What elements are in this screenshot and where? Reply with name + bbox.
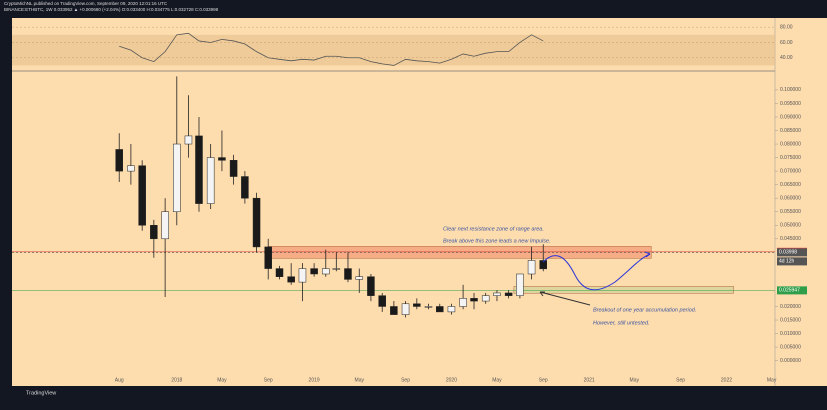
x-tick-label: Sep	[264, 377, 273, 383]
rsi-tick-label: 60.00	[780, 40, 793, 46]
candle-body	[332, 268, 341, 270]
projection	[542, 253, 651, 291]
header-line2: BINANCE:ETHBTC, 1W 0.033952 ▲ +0.000680 …	[4, 7, 219, 12]
candle-body	[150, 225, 158, 240]
x-tick-label: 2022	[721, 377, 732, 383]
rsi-tick-label: 40.00	[780, 55, 793, 61]
zone	[513, 286, 734, 294]
candle-body	[264, 246, 272, 269]
rsi-tick-label: 80.00	[780, 25, 793, 31]
candle-body	[539, 260, 547, 270]
countdown-tag	[777, 257, 807, 266]
x-tick-label: 2020	[446, 377, 457, 383]
candle-body	[173, 143, 181, 212]
x-tick-label: May	[355, 377, 365, 383]
y-tick-label: 0.055000	[780, 209, 801, 215]
candle-body	[459, 298, 467, 307]
level-label: 0.025947	[779, 288, 800, 294]
candle-body	[436, 306, 444, 313]
candle-body	[241, 176, 249, 199]
candle-body	[138, 165, 146, 226]
level-tag	[777, 248, 807, 257]
pointer-arrow	[539, 291, 591, 306]
candle-body	[378, 295, 386, 307]
candle-body	[229, 160, 238, 177]
candle-body	[344, 268, 352, 280]
level-tag	[777, 286, 807, 295]
y-tick-label: 0.075000	[780, 155, 801, 161]
y-tick-label: 0.100000	[780, 87, 801, 93]
candle-body	[287, 276, 295, 283]
x-tick-label: May	[492, 377, 502, 383]
annotation: However, still untested.	[593, 320, 650, 326]
level-label: 0.03998	[779, 250, 797, 256]
projection-arrow	[644, 251, 651, 258]
candle-body	[275, 268, 284, 277]
x-tick-label: May	[217, 377, 227, 383]
y-tick-label: 0.050000	[780, 223, 801, 229]
candle-body	[355, 276, 364, 280]
y-tick-label: 0.080000	[780, 141, 801, 147]
candle-body	[516, 273, 524, 296]
x-tick-label: 2021	[584, 377, 595, 383]
candle-body	[401, 303, 410, 315]
candle-body	[184, 135, 193, 145]
candle-body	[413, 303, 421, 307]
candle-body	[195, 135, 203, 204]
candle-body	[115, 149, 123, 172]
candle-body	[447, 306, 456, 313]
candle-body	[527, 260, 536, 275]
annotation: Clear next resistance zone of range area…	[443, 226, 544, 232]
candle-body	[206, 157, 215, 204]
y-tick-label: 0.090000	[780, 114, 801, 120]
candle-body	[298, 268, 307, 283]
x-tick-label: May	[630, 377, 640, 383]
y-tick-label: 0.005000	[780, 344, 801, 350]
y-tick-label: 0.070000	[780, 168, 801, 174]
candle-body	[127, 165, 135, 172]
candle-body	[470, 298, 478, 302]
candle-body	[322, 268, 330, 275]
candle-body	[218, 157, 226, 161]
y-tick-label: 0.010000	[780, 331, 801, 337]
candle-body	[504, 292, 513, 296]
y-tick-label: 0.065000	[780, 182, 801, 188]
x-tick-label: 2018	[171, 377, 182, 383]
candle-body	[390, 306, 398, 315]
candle-body	[161, 211, 169, 240]
footer-brand: TradingView	[26, 390, 56, 396]
candle-body	[424, 306, 433, 308]
chart-bg	[12, 18, 827, 386]
annotation: Breakout of one year accumulation period…	[593, 307, 696, 313]
candle-body	[367, 276, 375, 296]
candle-body	[493, 292, 501, 296]
y-tick-label: 0.000000	[780, 358, 801, 364]
rsi-band	[12, 34, 775, 66]
candle-body	[252, 197, 261, 248]
y-tick-label: 0.095000	[780, 101, 801, 107]
y-tick-label: 0.045000	[780, 236, 801, 242]
x-tick-label: May	[767, 377, 777, 383]
annotation: Break above this zone leads a new Impuls…	[443, 238, 551, 244]
candle-body	[481, 295, 490, 302]
x-tick-label: Aug	[115, 377, 124, 383]
x-tick-label: Sep	[676, 377, 685, 383]
y-tick-label: 0.085000	[780, 128, 801, 134]
y-tick-label: 0.060000	[780, 196, 801, 202]
y-tick-label: 0.020000	[780, 304, 801, 310]
y-tick-label: 0.015000	[780, 317, 801, 323]
x-tick-label: Sep	[401, 377, 410, 383]
x-tick-label: 2019	[309, 377, 320, 383]
rsi-line	[119, 32, 544, 66]
countdown: 4d 12h	[779, 259, 795, 265]
candle-body	[310, 268, 318, 275]
x-tick-label: Sep	[539, 377, 548, 383]
header-line1: CryptoMichNL published on TradingView.co…	[4, 1, 168, 6]
